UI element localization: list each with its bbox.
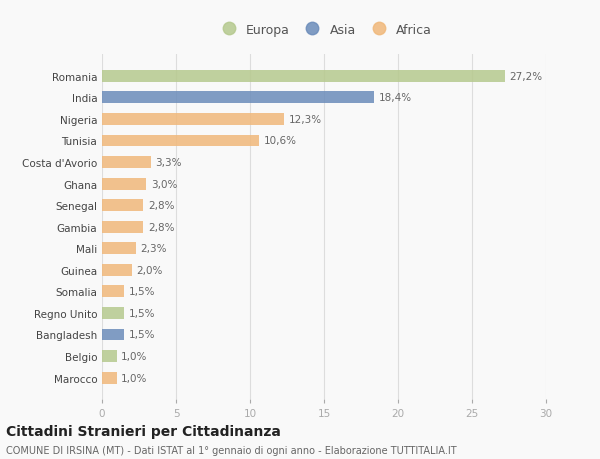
Bar: [102, 308, 124, 319]
Text: 2,8%: 2,8%: [148, 201, 175, 211]
Text: COMUNE DI IRSINA (MT) - Dati ISTAT al 1° gennaio di ogni anno - Elaborazione TUT: COMUNE DI IRSINA (MT) - Dati ISTAT al 1°…: [6, 445, 457, 455]
Text: 3,3%: 3,3%: [155, 158, 182, 168]
Text: 1,5%: 1,5%: [128, 308, 155, 318]
Text: 1,5%: 1,5%: [128, 287, 155, 297]
Bar: [102, 372, 117, 384]
Bar: [102, 157, 151, 168]
Text: 12,3%: 12,3%: [289, 115, 322, 125]
Bar: [102, 71, 505, 83]
Bar: [102, 264, 131, 276]
Bar: [102, 178, 146, 190]
Bar: [102, 200, 143, 212]
Text: 1,5%: 1,5%: [128, 330, 155, 340]
Text: 18,4%: 18,4%: [379, 93, 412, 103]
Bar: [102, 221, 143, 233]
Text: Cittadini Stranieri per Cittadinanza: Cittadini Stranieri per Cittadinanza: [6, 425, 281, 438]
Text: 10,6%: 10,6%: [263, 136, 296, 146]
Bar: [102, 243, 136, 255]
Bar: [102, 286, 124, 297]
Bar: [102, 135, 259, 147]
Bar: [102, 350, 117, 362]
Bar: [102, 329, 124, 341]
Legend: Europa, Asia, Africa: Europa, Asia, Africa: [212, 20, 436, 40]
Text: 2,0%: 2,0%: [136, 265, 163, 275]
Text: 2,8%: 2,8%: [148, 222, 175, 232]
Text: 27,2%: 27,2%: [509, 72, 542, 82]
Text: 2,3%: 2,3%: [140, 244, 167, 254]
Bar: [102, 114, 284, 126]
Text: 1,0%: 1,0%: [121, 351, 148, 361]
Text: 1,0%: 1,0%: [121, 373, 148, 383]
Text: 3,0%: 3,0%: [151, 179, 177, 189]
Bar: [102, 92, 374, 104]
